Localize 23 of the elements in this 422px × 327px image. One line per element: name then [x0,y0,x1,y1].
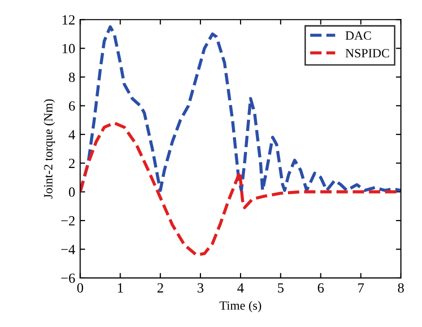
x-tick-label: 8 [398,283,404,293]
legend-label: DAC [346,31,371,40]
y-tick-label: −2 [61,216,75,226]
y-tick-label: 0 [68,187,75,197]
y-tick-label: −4 [61,244,76,254]
y-tick-label: 10 [62,44,75,54]
x-tick-label: 6 [318,283,324,293]
x-tick-label: 7 [358,283,364,292]
x-tick-label: 4 [237,283,244,292]
x-axis-title: Time (s) [220,300,262,312]
y-tick-label: 4 [68,130,76,140]
y-tick-label: −6 [61,274,75,283]
legend-label: NSPIDC [346,49,389,58]
y-axis-title: Joint-2 torque (Nm) [44,99,55,199]
x-tick-label: 2 [158,283,164,292]
x-tick-label: 0 [77,283,84,293]
x-tick-label: 1 [118,283,123,292]
y-tick-label: 12 [62,15,75,24]
x-tick-label: 3 [198,283,204,293]
y-tick-label: 2 [68,158,75,168]
x-tick-label: 5 [278,283,284,293]
y-tick-label: 8 [68,72,75,82]
y-tick-label: 6 [68,101,75,111]
